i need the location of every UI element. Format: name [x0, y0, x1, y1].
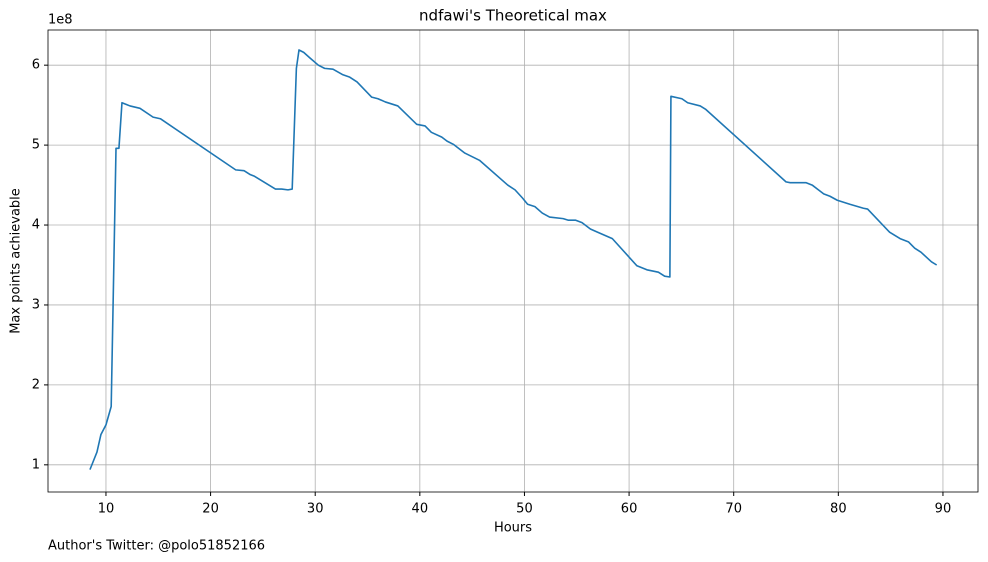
- y-tick-label: 5: [32, 138, 40, 153]
- x-tick-label: 90: [935, 502, 952, 517]
- x-tick-label: 50: [516, 502, 533, 517]
- y-tick-label: 2: [32, 377, 40, 392]
- y-tick-label: 1: [32, 457, 40, 472]
- x-tick-label: 30: [307, 502, 324, 517]
- y-tick-label: 3: [32, 297, 40, 312]
- y-tick-label: 6: [32, 58, 40, 73]
- x-tick-label: 20: [202, 502, 219, 517]
- x-tick-label: 60: [621, 502, 638, 517]
- x-tick-label: 40: [412, 502, 429, 517]
- x-tick-label: 80: [830, 502, 847, 517]
- line-series: [89, 49, 938, 470]
- plot-frame: [47, 29, 979, 493]
- x-axis-label: Hours: [494, 521, 532, 536]
- x-tick-label: 70: [725, 502, 742, 517]
- chart-title: ndfawi's Theoretical max: [419, 7, 607, 25]
- offset-text: 1e8: [48, 13, 73, 28]
- y-tick-label: 4: [32, 218, 40, 233]
- y-axis-label: Max points achievable: [9, 188, 24, 334]
- x-tick-label: 10: [98, 502, 115, 517]
- footer: Author's Twitter: @polo51852166: [48, 539, 265, 554]
